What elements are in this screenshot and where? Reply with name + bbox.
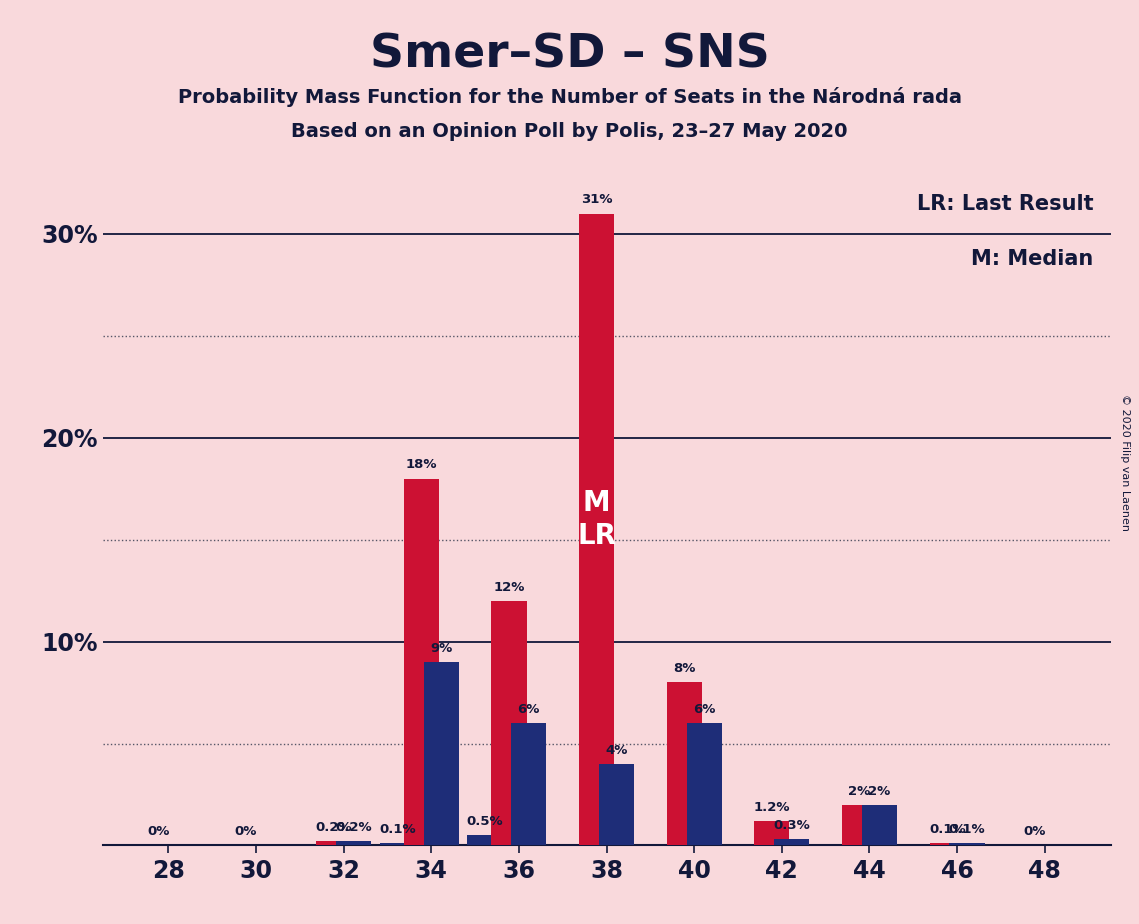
Text: 0%: 0% <box>1024 825 1046 838</box>
Bar <box>775 839 809 845</box>
Text: LR: Last Result: LR: Last Result <box>917 194 1093 214</box>
Text: 0.1%: 0.1% <box>379 823 416 836</box>
Text: 4%: 4% <box>605 744 628 757</box>
Text: 0.3%: 0.3% <box>773 820 810 833</box>
Text: 0%: 0% <box>147 825 170 838</box>
Text: 2%: 2% <box>868 784 891 797</box>
Text: 9%: 9% <box>429 642 452 655</box>
Text: 0.1%: 0.1% <box>929 823 966 836</box>
Bar <box>599 764 634 845</box>
Text: 1.2%: 1.2% <box>754 801 790 814</box>
Text: 2%: 2% <box>849 784 870 797</box>
Bar <box>511 723 547 845</box>
Bar <box>336 842 371 845</box>
Text: 12%: 12% <box>493 581 525 594</box>
Bar <box>424 662 459 845</box>
Bar <box>842 805 877 845</box>
Text: © 2020 Filip van Laenen: © 2020 Filip van Laenen <box>1121 394 1130 530</box>
Bar <box>687 723 722 845</box>
Bar <box>754 821 789 845</box>
Text: 6%: 6% <box>693 703 715 716</box>
Text: 0.1%: 0.1% <box>949 823 985 836</box>
Bar <box>929 844 965 845</box>
Text: 0%: 0% <box>235 825 257 838</box>
Bar <box>404 479 439 845</box>
Text: Probability Mass Function for the Number of Seats in the Národná rada: Probability Mass Function for the Number… <box>178 87 961 107</box>
Bar <box>491 601 526 845</box>
Text: 0.2%: 0.2% <box>335 821 371 834</box>
Text: M: Median: M: Median <box>972 249 1093 270</box>
Bar <box>317 842 351 845</box>
Text: 0.2%: 0.2% <box>316 821 352 834</box>
Text: M
LR: M LR <box>577 489 616 550</box>
Text: Based on an Opinion Poll by Polis, 23–27 May 2020: Based on an Opinion Poll by Polis, 23–27… <box>292 122 847 141</box>
Bar <box>862 805 896 845</box>
Bar <box>379 844 415 845</box>
Bar <box>467 835 502 845</box>
Text: 18%: 18% <box>405 458 437 471</box>
Text: Smer–SD – SNS: Smer–SD – SNS <box>369 32 770 78</box>
Text: 6%: 6% <box>517 703 540 716</box>
Bar <box>579 213 614 845</box>
Text: 0.5%: 0.5% <box>467 815 503 828</box>
Bar <box>666 683 702 845</box>
Bar <box>950 844 984 845</box>
Text: 31%: 31% <box>581 193 613 206</box>
Text: 8%: 8% <box>673 663 696 675</box>
